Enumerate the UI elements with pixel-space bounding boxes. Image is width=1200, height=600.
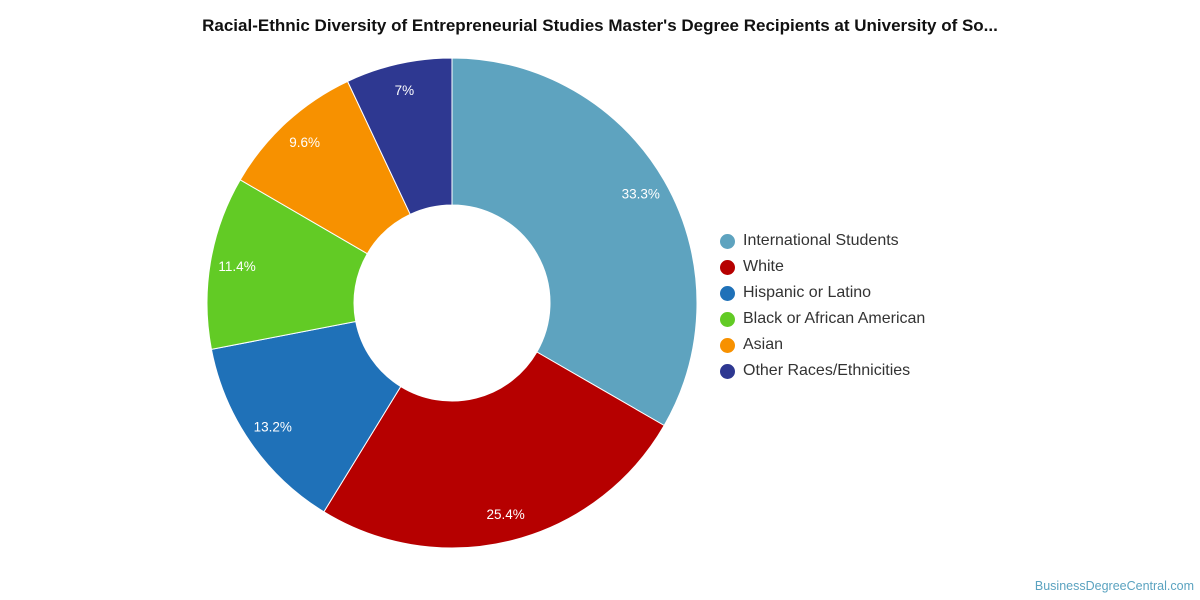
legend-label: White (743, 258, 784, 275)
legend-label: Black or African American (743, 310, 926, 327)
legend-item-other-races-ethnicities[interactable]: Other Races/Ethnicities (720, 358, 925, 384)
slice-white[interactable] (323, 351, 665, 549)
legend-swatch (720, 311, 735, 327)
slice-hispanic-or-latino[interactable] (210, 320, 402, 513)
legend-item-international-students[interactable]: International Students (720, 228, 925, 254)
slice-label-international-students: 33.3% (622, 187, 660, 202)
legend-item-white[interactable]: White (720, 254, 925, 280)
legend-label: Other Races/Ethnicities (743, 362, 911, 379)
slice-label-hispanic-or-latino: 13.2% (254, 420, 292, 435)
slice-other-races-ethnicities[interactable] (346, 57, 453, 216)
legend-swatch (720, 233, 735, 249)
slice-black-or-african-american[interactable] (206, 179, 368, 350)
legend-label: Asian (743, 336, 784, 353)
legend-swatch (720, 337, 735, 353)
slice-label-white: 25.4% (486, 507, 524, 522)
slice-label-asian: 9.6% (289, 135, 320, 150)
source-credit: BusinessDegreeCentral.com (1034, 579, 1194, 593)
legend-label: Hispanic or Latino (743, 284, 872, 301)
legend-label: International Students (743, 232, 899, 249)
legend-item-black-or-african-american[interactable]: Black or African American (720, 306, 925, 332)
legend-swatch (720, 259, 735, 275)
chart-title: Racial-Ethnic Diversity of Entrepreneuri… (202, 16, 998, 35)
legend-swatch (720, 363, 735, 379)
legend-item-hispanic-or-latino[interactable]: Hispanic or Latino (720, 280, 925, 306)
chart-legend: International Students White Hispanic or L… (720, 228, 925, 384)
slice-label-other-races-ethnicities: 7% (395, 83, 415, 98)
legend-item-asian[interactable]: Asian (720, 332, 925, 358)
legend-swatch (720, 285, 735, 301)
slice-international-students[interactable] (451, 57, 698, 427)
slice-label-black-or-african-american: 11.4% (218, 259, 255, 274)
